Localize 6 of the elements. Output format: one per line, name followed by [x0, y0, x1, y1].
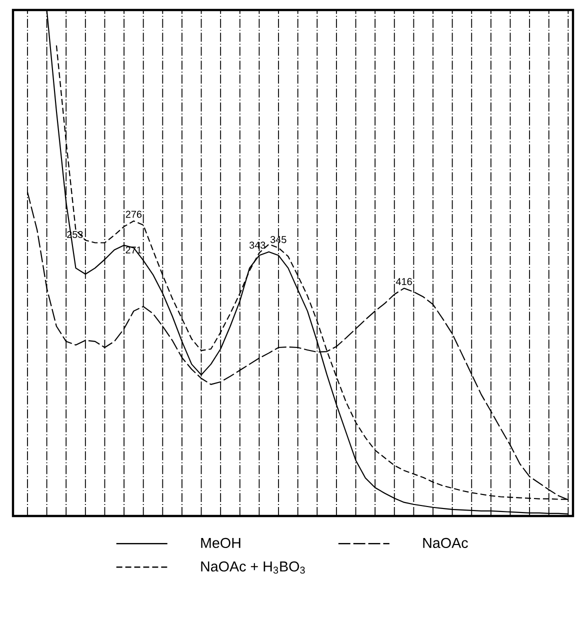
annotation: 276 [126, 210, 142, 218]
legend-label: NaOAc [423, 538, 468, 548]
annotation: 416 [396, 278, 412, 286]
legend-label: MeOH [201, 538, 240, 548]
legend-label: NaOAc + H$_{3}$BO$_{3}$ [201, 561, 305, 574]
annotation: 345 [270, 236, 286, 244]
